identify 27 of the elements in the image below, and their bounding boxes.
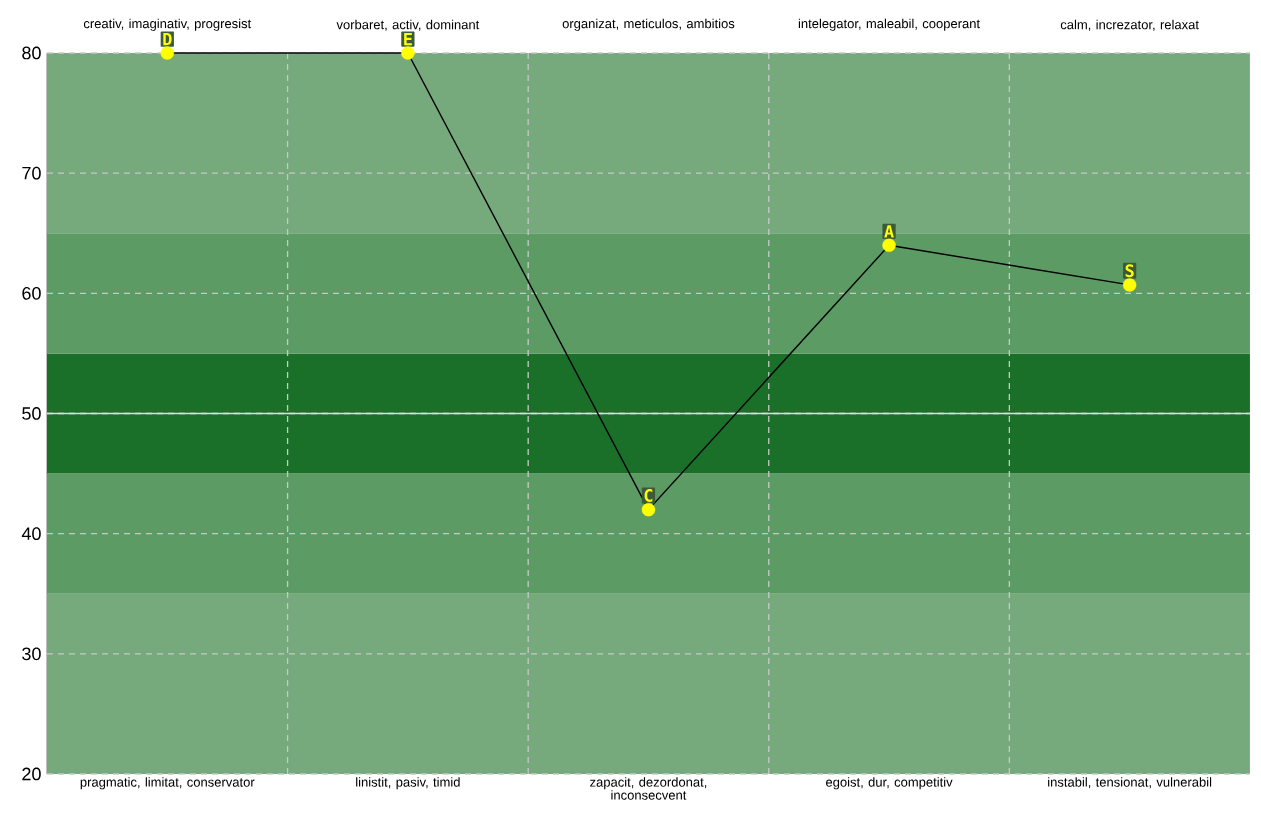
point <box>401 46 415 60</box>
point <box>641 502 656 517</box>
data-label: S <box>1125 264 1134 278</box>
data-label: D <box>163 32 172 46</box>
text: intelegator, maleabil, cooperant <box>798 18 980 31</box>
data-label: A <box>884 225 894 238</box>
x-tick-label: instabil, tensionat, vulnerabil <box>1048 777 1212 789</box>
data-label: E <box>404 32 412 46</box>
y-tick-label: 70 <box>22 166 41 180</box>
x-tick-label: zapacit, dezordonat, inconsecvent <box>590 777 707 800</box>
x-tick-label: linistit, pasiv, timid <box>356 777 460 790</box>
text: creativ, imaginativ, progresist <box>83 18 252 31</box>
y-tick-label: 60 <box>22 286 41 300</box>
text: vorbaret, activ, dominant <box>336 19 480 31</box>
data-label: C <box>644 489 653 502</box>
point <box>160 46 174 60</box>
text: organizat, meticulos, ambitios <box>562 18 735 31</box>
y-tick-label: 30 <box>22 647 41 661</box>
y-tick-label: 40 <box>21 527 41 541</box>
point <box>882 238 896 252</box>
y-tick-label: 80 <box>22 46 41 60</box>
x-tick-label: pragmatic, limitat, conservator <box>80 777 255 790</box>
x-tick-label: egoist, dur, competitiv <box>826 777 953 790</box>
text: calm, increzator, relaxat <box>1060 19 1199 31</box>
y-tick-label: 50 <box>22 407 41 420</box>
point <box>1122 278 1137 292</box>
y-tick-label: 20 <box>22 767 41 781</box>
